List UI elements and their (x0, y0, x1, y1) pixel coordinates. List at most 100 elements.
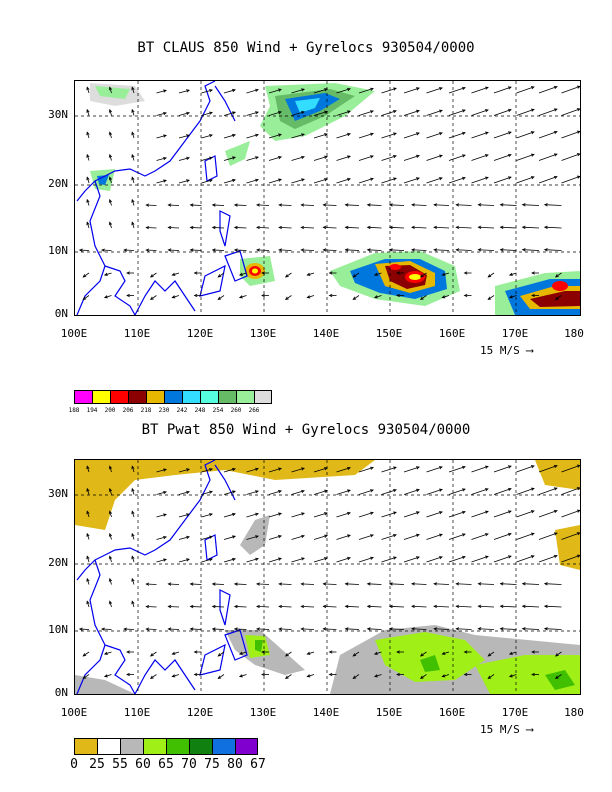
colorbar (74, 390, 272, 404)
wind-vector (313, 512, 328, 518)
wind-vector-head (301, 512, 305, 516)
x-tick-label: 110E (123, 327, 151, 340)
wind-vector-head (300, 225, 305, 230)
wind-vector-head (86, 153, 90, 158)
wind-vector (109, 488, 112, 495)
wind-vector (426, 177, 443, 184)
wind-vector (223, 490, 236, 495)
wind-vector-head (370, 556, 374, 560)
wind-vector (456, 249, 472, 251)
wind-vector (426, 533, 443, 540)
wind-vector-head (278, 156, 282, 160)
wind-vector-head (211, 627, 216, 631)
x-tick-label: 180 (564, 327, 584, 340)
wind-vector-head (507, 86, 512, 90)
wind-vector-head (255, 512, 259, 516)
wind-vector-head (255, 111, 259, 115)
wind-vector-head (576, 487, 580, 491)
wind-vector (86, 199, 90, 206)
wind-vector (336, 133, 351, 139)
colorbar-label: 260 (230, 407, 242, 414)
wind-vector-head (441, 272, 446, 276)
wind-vector (500, 628, 517, 630)
wind-vector-head (347, 556, 351, 561)
wind-vector-head (328, 271, 333, 275)
wind-vector (336, 178, 351, 184)
wind-vector (538, 153, 558, 161)
wind-vector-head (278, 88, 282, 92)
wind-vector (544, 583, 562, 585)
wind-vector (403, 155, 420, 161)
wind-vector-head (232, 490, 236, 494)
wind-vector-head (108, 487, 113, 492)
wind-vector-head (419, 296, 424, 300)
wind-vector (403, 110, 420, 116)
wind-vector (493, 533, 512, 540)
wind-vector (471, 154, 489, 161)
wind-vector-head (477, 627, 482, 631)
wind-vector-head (411, 225, 415, 230)
wind-vector (358, 534, 374, 540)
wind-vector-head (530, 153, 535, 157)
wind-vector (234, 606, 247, 608)
wind-vector (381, 177, 397, 184)
colorbar-swatch (74, 390, 92, 404)
wind-vector (313, 156, 328, 161)
wind-vector (448, 466, 466, 473)
wind-vector-head (416, 533, 420, 537)
colorbar-swatch (146, 390, 164, 404)
wind-vector-head (554, 675, 559, 679)
wind-vector-head (455, 248, 460, 252)
wind-vector (352, 651, 360, 657)
wind-vector-head (324, 467, 328, 471)
wind-vector-head (189, 225, 194, 230)
wind-vector-head (370, 534, 374, 538)
wind-vector (509, 651, 517, 655)
wind-vector (374, 674, 382, 677)
wind-vector (201, 157, 213, 161)
wind-vector (403, 466, 420, 473)
wind-vector (291, 156, 305, 161)
wind-vector-head (352, 675, 357, 679)
wind-vector-head (324, 512, 328, 516)
wind-vector (223, 535, 236, 540)
wind-vector-head (86, 555, 90, 560)
wind-vector (246, 468, 259, 473)
wind-vector-head (86, 577, 90, 582)
wind-vector (500, 226, 517, 229)
x-tick-label: 170E (501, 327, 529, 340)
wind-vector-head (306, 674, 311, 678)
wind-vector (168, 204, 180, 206)
wind-vector (190, 249, 202, 251)
wind-vector-head (189, 582, 194, 586)
wind-vector-head (322, 582, 327, 586)
wind-vector (212, 583, 225, 585)
wind-vector-head (484, 176, 489, 180)
y-tick-label: 30N (48, 487, 68, 500)
wind-vector (104, 674, 112, 677)
wind-vector-head (238, 272, 243, 276)
wind-vector-head (455, 225, 460, 230)
wind-vector (381, 466, 397, 473)
colorbar-swatch (236, 390, 254, 404)
colorbar-swatch (235, 738, 258, 755)
wind-vector (178, 157, 190, 161)
wind-vector (448, 109, 466, 116)
wind-vector (223, 558, 236, 563)
wind-vector-head (530, 131, 535, 135)
wind-vector-head (396, 650, 400, 654)
wind-vector-head (530, 108, 535, 112)
colorbar-swatch (189, 738, 212, 755)
wind-vector-head (484, 86, 489, 90)
wind-vector (178, 536, 190, 540)
wind-vector-head (521, 225, 526, 229)
wind-vector-head (86, 108, 90, 113)
wind-vector-head (393, 110, 397, 114)
wind-vector (150, 295, 157, 300)
wind-vector-head (211, 203, 216, 207)
wind-vector-head (554, 274, 559, 278)
wind-vector (301, 226, 315, 229)
wind-vector-head (347, 87, 351, 92)
colorbar-swatch (97, 738, 120, 755)
wind-vector (358, 467, 374, 473)
